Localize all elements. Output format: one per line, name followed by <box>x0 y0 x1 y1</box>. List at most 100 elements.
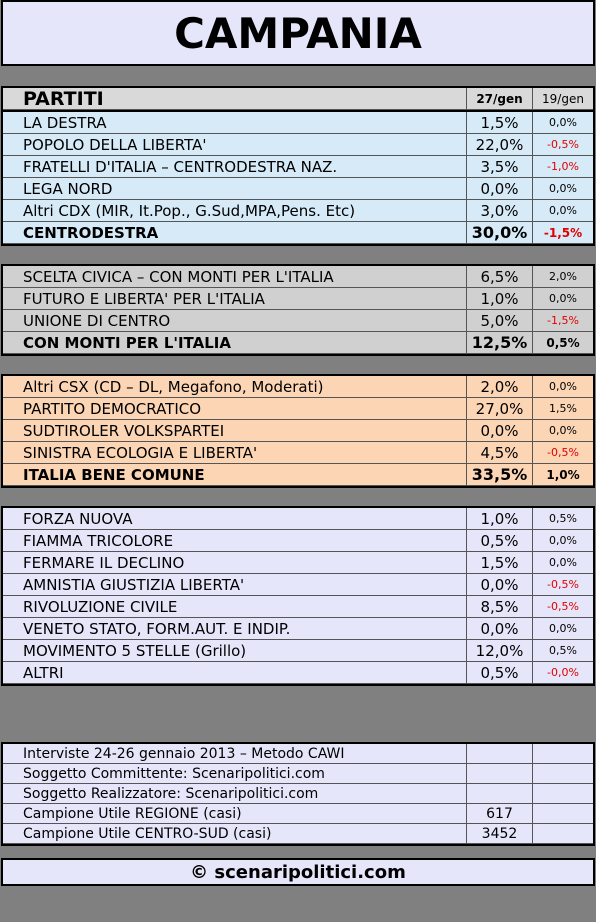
title: CAMPANIA <box>1 0 595 66</box>
value-previous: -0,5% <box>533 596 593 618</box>
value-current: 33,5% <box>467 464 533 486</box>
party-name: SUDTIROLER VOLKSPARTEI <box>3 420 467 442</box>
info-row: Interviste 24-26 gennaio 2013 – Metodo C… <box>3 744 593 764</box>
party-name: SCELTA CIVICA – CON MONTI PER L'ITALIA <box>3 266 467 288</box>
value-previous: 0,5% <box>533 640 593 662</box>
party-name: AMNISTIA GIUSTIZIA LIBERTA' <box>3 574 467 596</box>
value-previous: 2,0% <box>533 266 593 288</box>
party-row: FERMARE IL DECLINO 1,5% 0,0% <box>3 552 593 574</box>
party-row: VENETO STATO, FORM.AUT. E INDIP. 0,0% 0,0% <box>3 618 593 640</box>
value-current: 0,0% <box>467 178 533 200</box>
value-previous: 0,0% <box>533 200 593 222</box>
value-previous: -0,5% <box>533 574 593 596</box>
party-name: PARTITO DEMOCRATICO <box>3 398 467 420</box>
party-name: POPOLO DELLA LIBERTA' <box>3 134 467 156</box>
party-name: ITALIA BENE COMUNE <box>3 464 467 486</box>
value-previous: 0,0% <box>533 618 593 640</box>
total-row: ITALIA BENE COMUNE 33,5% 1,0% <box>3 464 593 486</box>
value-previous: 0,0% <box>533 288 593 310</box>
info-label: Campione Utile CENTRO-SUD (casi) <box>3 824 467 844</box>
value-previous: -0,0% <box>533 662 593 684</box>
value-previous: 0,0% <box>533 530 593 552</box>
value-previous: -1,0% <box>533 156 593 178</box>
party-name: ALTRI <box>3 662 467 684</box>
value-previous: 0,5% <box>533 332 593 354</box>
party-row: FRATELLI D'ITALIA – CENTRODESTRA NAZ. 3,5… <box>3 156 593 178</box>
party-name: VENETO STATO, FORM.AUT. E INDIP. <box>3 618 467 640</box>
party-name: SINISTRA ECOLOGIA E LIBERTA' <box>3 442 467 464</box>
header-col1: 27/gen <box>467 88 533 110</box>
section: FORZA NUOVA 1,0% 0,5% FIAMMA TRICOLORE 0,5% 0… <box>1 506 595 686</box>
value-previous: -0,5% <box>533 442 593 464</box>
value-current: 30,0% <box>467 222 533 244</box>
value-previous: 0,0% <box>533 178 593 200</box>
info-label: Soggetto Committente: Scenaripolitici.co… <box>3 764 467 784</box>
total-row: CENTRODESTRA 30,0% -1,5% <box>3 222 593 244</box>
value-previous: 1,5% <box>533 398 593 420</box>
value-previous: 0,0% <box>533 552 593 574</box>
party-name: UNIONE DI CENTRO <box>3 310 467 332</box>
header-party: PARTITI <box>3 88 467 110</box>
footer: © scenaripolitici.com <box>1 858 595 886</box>
party-row: SUDTIROLER VOLKSPARTEI 0,0% 0,0% <box>3 420 593 442</box>
header-row: PARTITI 27/gen 19/gen <box>3 88 593 110</box>
party-row: FUTURO E LIBERTA' PER L'ITALIA 1,0% 0,0% <box>3 288 593 310</box>
party-name: FIAMMA TRICOLORE <box>3 530 467 552</box>
party-row: RIVOLUZIONE CIVILE 8,5% -0,5% <box>3 596 593 618</box>
party-name: RIVOLUZIONE CIVILE <box>3 596 467 618</box>
value-previous: -1,5% <box>533 310 593 332</box>
info-value <box>467 764 533 784</box>
info-label: Soggetto Realizzatore: Scenaripolitici.c… <box>3 784 467 804</box>
info-label: Interviste 24-26 gennaio 2013 – Metodo C… <box>3 744 467 764</box>
value-current: 3,0% <box>467 200 533 222</box>
party-name: CON MONTI PER L'ITALIA <box>3 332 467 354</box>
info-label: Campione Utile REGIONE (casi) <box>3 804 467 824</box>
value-current: 1,0% <box>467 508 533 530</box>
value-current: 4,5% <box>467 442 533 464</box>
value-current: 1,5% <box>467 552 533 574</box>
value-current: 12,0% <box>467 640 533 662</box>
info-value: 617 <box>467 804 533 824</box>
header: PARTITI 27/gen 19/gen <box>1 86 595 112</box>
header-col2: 19/gen <box>533 88 593 110</box>
party-row: SCELTA CIVICA – CON MONTI PER L'ITALIA 6,… <box>3 266 593 288</box>
info-section: Interviste 24-26 gennaio 2013 – Metodo C… <box>1 742 595 846</box>
value-current: 0,0% <box>467 574 533 596</box>
party-row: ALTRI 0,5% -0,0% <box>3 662 593 684</box>
section: Altri CSX (CD – DL, Megafono, Moderati) 2… <box>1 374 595 488</box>
party-name: LEGA NORD <box>3 178 467 200</box>
value-current: 5,0% <box>467 310 533 332</box>
total-row: CON MONTI PER L'ITALIA 12,5% 0,5% <box>3 332 593 354</box>
value-previous: -0,5% <box>533 134 593 156</box>
party-row: Altri CDX (MIR, It.Pop., G.Sud,MPA,Pens.… <box>3 200 593 222</box>
value-current: 0,5% <box>467 662 533 684</box>
info-value <box>467 784 533 804</box>
party-name: Altri CSX (CD – DL, Megafono, Moderati) <box>3 376 467 398</box>
party-row: POPOLO DELLA LIBERTA' 22,0% -0,5% <box>3 134 593 156</box>
value-current: 0,0% <box>467 618 533 640</box>
party-name: FERMARE IL DECLINO <box>3 552 467 574</box>
info-row: Campione Utile REGIONE (casi) 617 <box>3 804 593 824</box>
value-current: 1,0% <box>467 288 533 310</box>
value-previous: -1,5% <box>533 222 593 244</box>
value-previous: 0,0% <box>533 420 593 442</box>
party-row: PARTITO DEMOCRATICO 27,0% 1,5% <box>3 398 593 420</box>
info-row: Soggetto Realizzatore: Scenaripolitici.c… <box>3 784 593 804</box>
party-name: Altri CDX (MIR, It.Pop., G.Sud,MPA,Pens.… <box>3 200 467 222</box>
value-current: 0,5% <box>467 530 533 552</box>
party-row: MOVIMENTO 5 STELLE (Grillo) 12,0% 0,5% <box>3 640 593 662</box>
party-name: FORZA NUOVA <box>3 508 467 530</box>
party-row: LEGA NORD 0,0% 0,0% <box>3 178 593 200</box>
value-current: 8,5% <box>467 596 533 618</box>
value-previous: 1,0% <box>533 464 593 486</box>
party-name: MOVIMENTO 5 STELLE (Grillo) <box>3 640 467 662</box>
section: LA DESTRA 1,5% 0,0% POPOLO DELLA LIBERTA' 22… <box>1 110 595 246</box>
value-previous: 0,5% <box>533 508 593 530</box>
value-previous: 0,0% <box>533 376 593 398</box>
value-current: 27,0% <box>467 398 533 420</box>
party-row: SINISTRA ECOLOGIA E LIBERTA' 4,5% -0,5% <box>3 442 593 464</box>
info-row: Soggetto Committente: Scenaripolitici.co… <box>3 764 593 784</box>
value-previous: 0,0% <box>533 112 593 134</box>
value-current: 3,5% <box>467 156 533 178</box>
